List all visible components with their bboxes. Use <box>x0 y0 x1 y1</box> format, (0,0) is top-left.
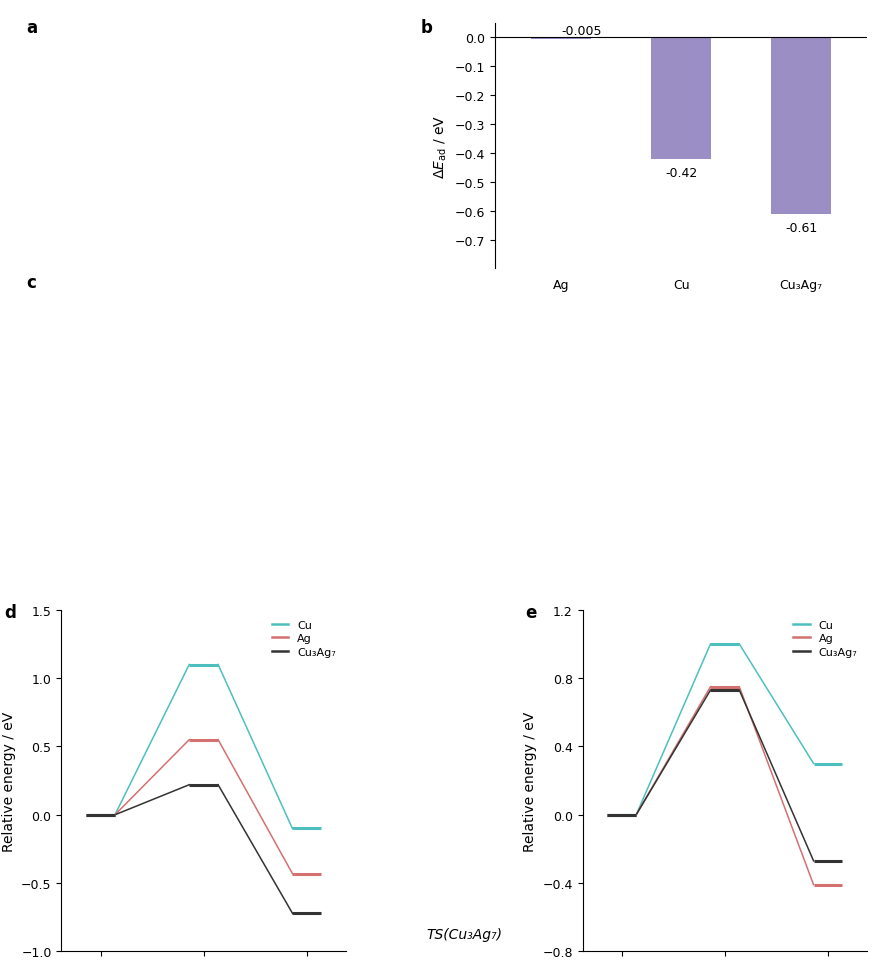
Text: c: c <box>26 274 37 292</box>
Bar <box>771 38 831 214</box>
Bar <box>651 38 711 160</box>
Text: b: b <box>420 19 433 37</box>
Text: -0.005: -0.005 <box>562 25 602 38</box>
Text: d: d <box>4 604 17 622</box>
Legend: Cu, Ag, Cu₃Ag₇: Cu, Ag, Cu₃Ag₇ <box>267 616 341 661</box>
Text: a: a <box>26 19 38 37</box>
Y-axis label: Relative energy / eV: Relative energy / eV <box>523 711 537 850</box>
Legend: Cu, Ag, Cu₃Ag₇: Cu, Ag, Cu₃Ag₇ <box>788 616 862 661</box>
Y-axis label: Relative energy / eV: Relative energy / eV <box>2 711 16 850</box>
Text: TS(Cu₃Ag₇): TS(Cu₃Ag₇) <box>427 927 502 941</box>
Text: -0.42: -0.42 <box>665 167 697 180</box>
Text: -0.61: -0.61 <box>785 222 817 234</box>
Bar <box>531 38 591 40</box>
Text: e: e <box>526 604 537 622</box>
Y-axis label: $\Delta E_{\mathrm{ad}}$ / eV: $\Delta E_{\mathrm{ad}}$ / eV <box>433 114 449 179</box>
